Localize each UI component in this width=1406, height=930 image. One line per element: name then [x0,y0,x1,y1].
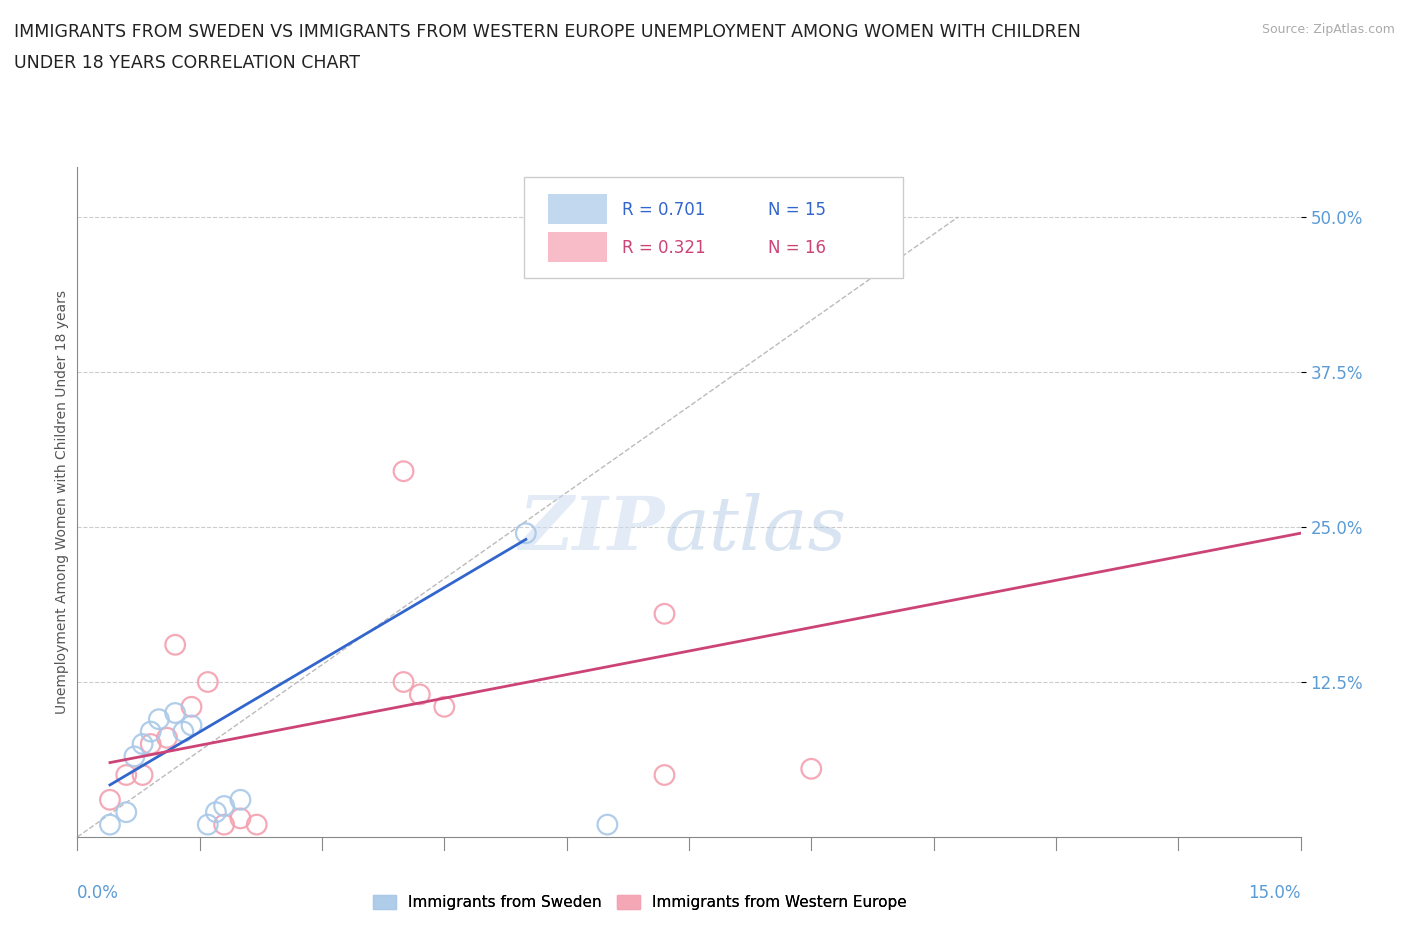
Point [131,737,153,751]
Point [172,724,194,739]
Text: IMMIGRANTS FROM SWEDEN VS IMMIGRANTS FROM WESTERN EUROPE UNEMPLOYMENT AMONG WOME: IMMIGRANTS FROM SWEDEN VS IMMIGRANTS FRO… [14,23,1081,41]
Point [124,749,146,764]
Point [596,817,619,832]
Point [180,699,202,714]
Point [212,817,235,832]
Point [392,674,415,689]
Point [229,792,252,807]
Y-axis label: Unemployment Among Women with Children Under 18 years: Unemployment Among Women with Children U… [55,290,69,714]
Point [139,737,162,751]
Point [246,817,269,832]
Point [229,811,252,826]
Text: N = 16: N = 16 [769,239,827,257]
FancyBboxPatch shape [548,194,607,224]
FancyBboxPatch shape [548,232,607,262]
Point [165,706,187,721]
Point [800,762,823,777]
Point [139,724,162,739]
Point [197,817,219,832]
Text: R = 0.701: R = 0.701 [621,201,704,219]
Point [392,464,415,479]
Point [212,799,235,814]
Legend: Immigrants from Sweden, Immigrants from Western Europe: Immigrants from Sweden, Immigrants from … [367,889,912,916]
Text: N = 15: N = 15 [769,201,827,219]
Point [197,674,219,689]
Point [165,637,187,652]
Text: atlas: atlas [665,493,846,565]
Point [148,711,170,726]
Text: R = 0.321: R = 0.321 [621,239,706,257]
Point [409,687,432,702]
Text: UNDER 18 YEARS CORRELATION CHART: UNDER 18 YEARS CORRELATION CHART [14,54,360,72]
Point [654,606,676,621]
Point [98,792,121,807]
Text: Source: ZipAtlas.com: Source: ZipAtlas.com [1261,23,1395,36]
Point [131,767,153,782]
Point [115,804,138,819]
Point [654,767,676,782]
Text: 15.0%: 15.0% [1249,884,1301,902]
Point [515,525,537,540]
Point [98,817,121,832]
Point [205,804,228,819]
Point [433,699,456,714]
Text: 0.0%: 0.0% [77,884,120,902]
Point [156,730,179,745]
FancyBboxPatch shape [524,178,903,278]
Point [180,718,202,733]
Point [115,767,138,782]
Text: ZIP: ZIP [519,493,665,565]
